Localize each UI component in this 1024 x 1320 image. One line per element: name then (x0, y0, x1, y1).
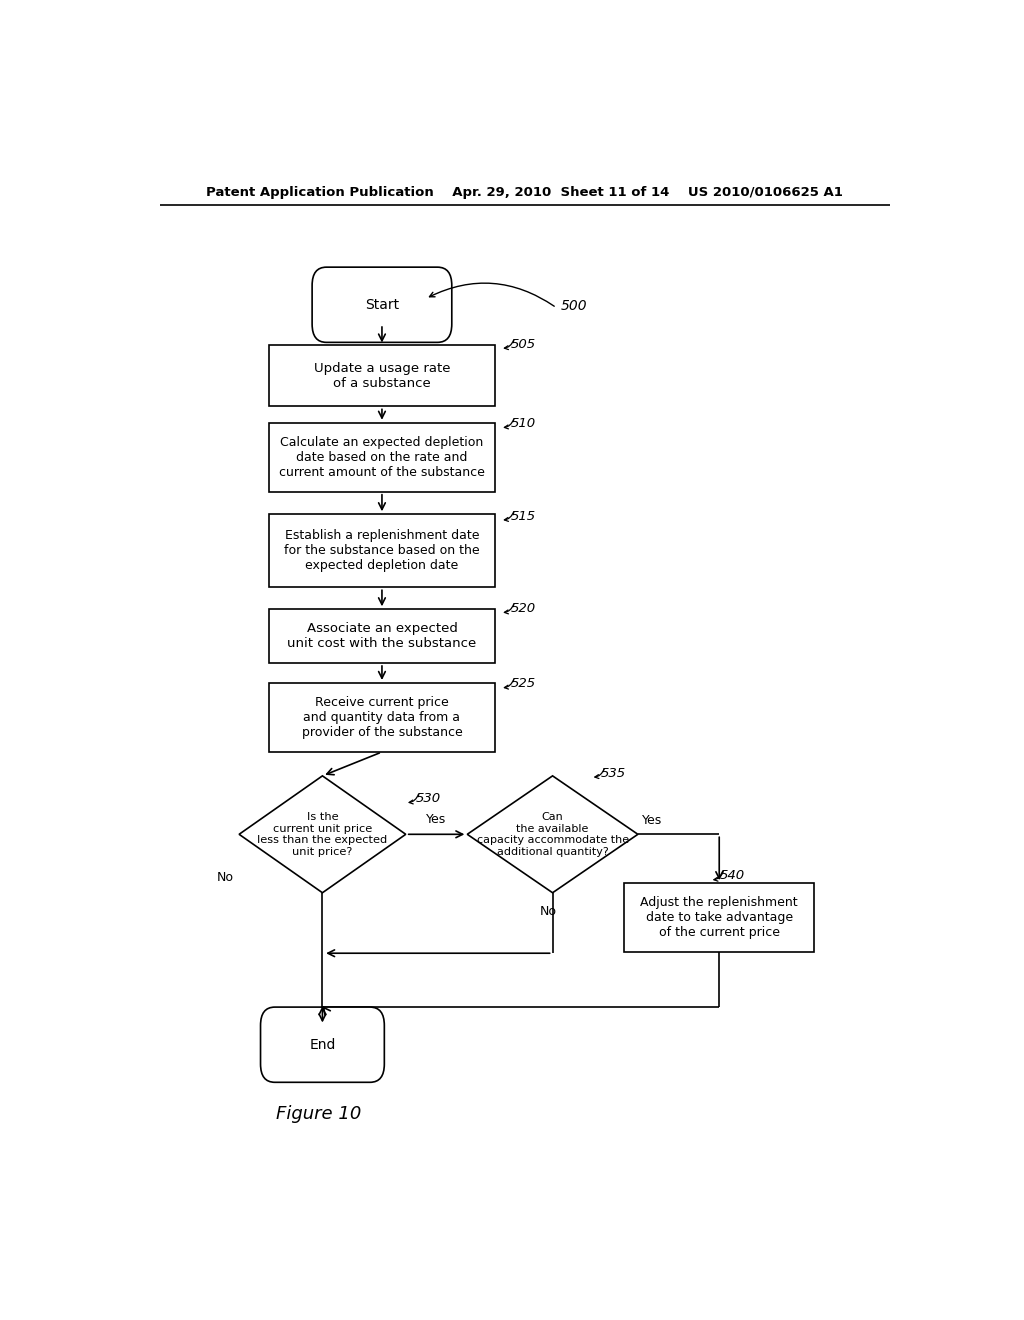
Text: End: End (309, 1038, 336, 1052)
Text: 515: 515 (511, 510, 536, 523)
Text: Start: Start (365, 298, 399, 312)
Text: 525: 525 (511, 677, 536, 690)
Bar (269, 515, 495, 587)
Bar (624, 883, 814, 952)
Text: 540: 540 (720, 870, 745, 883)
Polygon shape (467, 776, 638, 892)
Text: No: No (540, 904, 557, 917)
Text: 520: 520 (511, 602, 536, 615)
Text: 510: 510 (511, 417, 536, 430)
Text: Receive current price
and quantity data from a
provider of the substance: Receive current price and quantity data … (302, 696, 462, 739)
Text: Associate an expected
unit cost with the substance: Associate an expected unit cost with the… (288, 622, 476, 651)
FancyBboxPatch shape (260, 1007, 384, 1082)
Text: 500: 500 (560, 298, 587, 313)
Text: Calculate an expected depletion
date based on the rate and
current amount of the: Calculate an expected depletion date bas… (279, 436, 485, 479)
Bar (269, 422, 495, 492)
Text: Is the
current unit price
less than the expected
unit price?: Is the current unit price less than the … (257, 812, 387, 857)
Text: Update a usage rate
of a substance: Update a usage rate of a substance (313, 362, 451, 389)
Text: Yes: Yes (642, 813, 663, 826)
Text: Figure 10: Figure 10 (275, 1105, 361, 1123)
Text: Adjust the replenishment
date to take advantage
of the current price: Adjust the replenishment date to take ad… (640, 896, 798, 939)
Bar (269, 609, 495, 663)
Text: No: No (216, 871, 233, 884)
Text: 505: 505 (511, 338, 536, 351)
Text: 530: 530 (416, 792, 440, 805)
Text: Yes: Yes (426, 813, 446, 825)
Bar (269, 682, 495, 752)
FancyBboxPatch shape (312, 267, 452, 342)
Text: Can
the available
capacity accommodate the
additional quantity?: Can the available capacity accommodate t… (476, 812, 629, 857)
Text: Patent Application Publication    Apr. 29, 2010  Sheet 11 of 14    US 2010/01066: Patent Application Publication Apr. 29, … (207, 186, 843, 199)
Text: 535: 535 (601, 767, 626, 780)
Polygon shape (240, 776, 406, 892)
Text: Establish a replenishment date
for the substance based on the
expected depletion: Establish a replenishment date for the s… (284, 529, 480, 573)
Bar (269, 346, 495, 407)
